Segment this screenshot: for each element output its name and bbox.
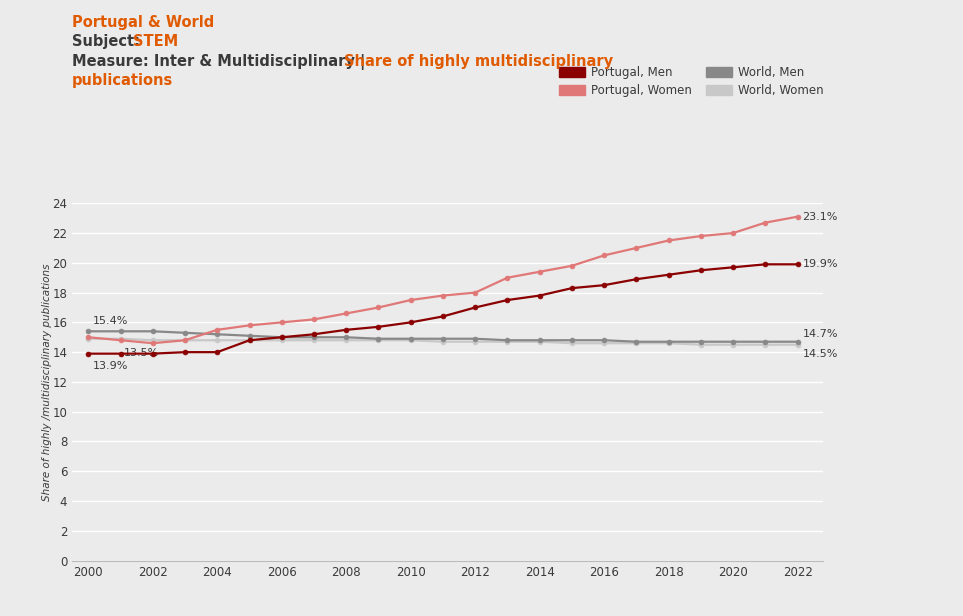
Text: publications: publications [72, 73, 173, 88]
Legend: Portugal, Men, Portugal, Women, World, Men, World, Women: Portugal, Men, Portugal, Women, World, M… [559, 67, 823, 97]
Text: Share of highly multidisciplinary: Share of highly multidisciplinary [344, 54, 612, 68]
Text: Measure: Inter & Multidisciplinary |: Measure: Inter & Multidisciplinary | [72, 54, 371, 70]
Text: Portugal & World: Portugal & World [72, 15, 215, 30]
Text: Subject:: Subject: [72, 34, 145, 49]
Text: 14.5%: 14.5% [802, 349, 838, 359]
Text: STEM: STEM [133, 34, 178, 49]
Text: 19.9%: 19.9% [802, 259, 838, 269]
Text: 23.1%: 23.1% [802, 212, 838, 222]
Text: 15.4%: 15.4% [93, 316, 128, 326]
Text: 14.7%: 14.7% [802, 329, 838, 339]
Y-axis label: Share of highly /multidisciplinary publications: Share of highly /multidisciplinary publi… [41, 263, 52, 501]
Text: 13.5%: 13.5% [124, 349, 159, 359]
Text: 13.9%: 13.9% [93, 361, 128, 371]
